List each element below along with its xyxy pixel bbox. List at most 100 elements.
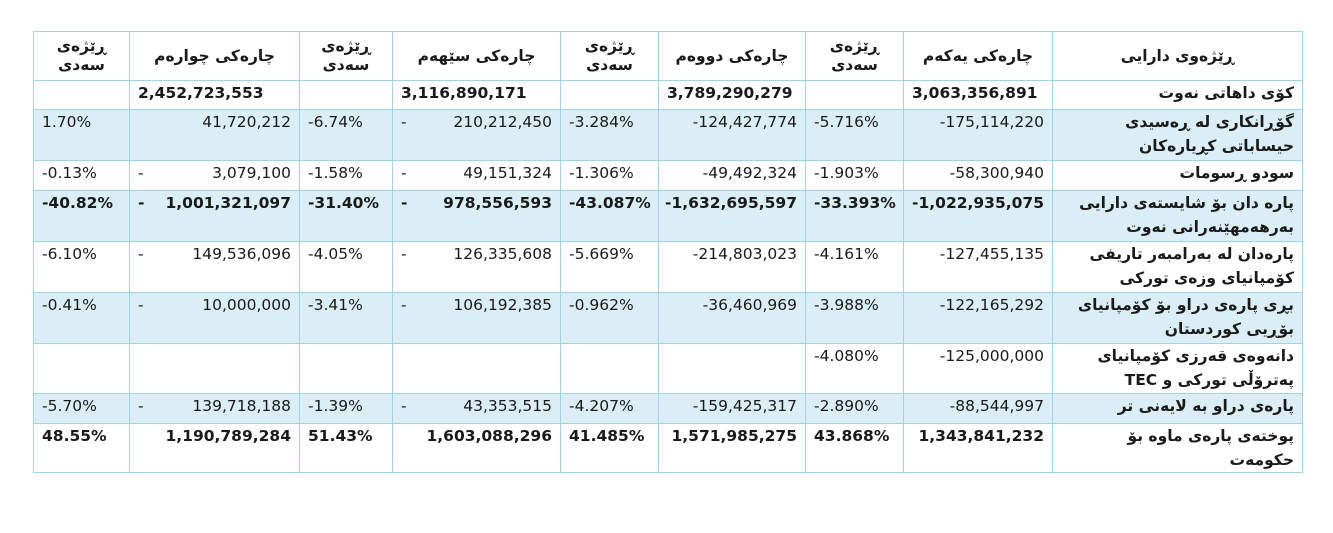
cell-pct-q1: -4.080% bbox=[805, 343, 904, 394]
cell-value: -58,300,940 bbox=[949, 164, 1044, 182]
row-label: سودو ڕسومات bbox=[1052, 160, 1303, 191]
cell-pct-q1: -33.393% bbox=[805, 190, 904, 242]
cell-q2: 1,571,985,275 bbox=[658, 423, 806, 473]
cell-q3 bbox=[392, 343, 561, 394]
cell-q1: 3,063,356,891 bbox=[903, 80, 1053, 110]
cell-pct-q3: -1.39% bbox=[299, 393, 393, 424]
row-label: دانەوەی قەرزی کۆمپانیای پەترۆڵی تورکی و … bbox=[1052, 343, 1303, 394]
cell-q3: 1,603,088,296 bbox=[392, 423, 561, 473]
cell-value: 978,556,593 bbox=[443, 194, 552, 212]
cell-q2: -124,427,774 bbox=[658, 109, 806, 161]
cell-pct-q4: -0.41% bbox=[33, 292, 130, 344]
cell-q3: - 210,212,450 bbox=[392, 109, 561, 161]
cell-q3: 3,116,890,171 bbox=[392, 80, 561, 110]
header-q3: چارەکی سێهەم bbox=[392, 31, 561, 81]
cell-pct-q2 bbox=[560, 80, 659, 110]
cell-dash: - bbox=[401, 194, 408, 212]
cell-value: -36,460,969 bbox=[702, 296, 797, 314]
cell-pct-q4: 48.55% bbox=[33, 423, 130, 473]
header-pct-q4: ڕێژەی سەدی bbox=[33, 31, 130, 81]
cell-q1: 1,343,841,232 bbox=[903, 423, 1053, 473]
cell-value: -122,165,292 bbox=[939, 296, 1044, 314]
cell-dash: - bbox=[138, 164, 144, 182]
cell-dash: - bbox=[138, 245, 144, 263]
cell-q4: 1,190,789,284 bbox=[129, 423, 300, 473]
cell-q4: - 149,536,096 bbox=[129, 241, 300, 293]
cell-value: -175,114,220 bbox=[939, 113, 1044, 131]
cell-value: -159,425,317 bbox=[692, 397, 797, 415]
cell-value: 1,343,841,232 bbox=[918, 427, 1044, 445]
cell-q3: - 43,353,515 bbox=[392, 393, 561, 424]
cell-dash: - bbox=[138, 194, 145, 212]
cell-pct-q4: -0.13% bbox=[33, 160, 130, 191]
cell-q4: - 1,001,321,097 bbox=[129, 190, 300, 242]
cell-value: 1,603,088,296 bbox=[426, 427, 552, 445]
cell-pct-q4: 1.70% bbox=[33, 109, 130, 161]
cell-q1: -58,300,940 bbox=[903, 160, 1053, 191]
cell-value: 139,718,188 bbox=[192, 397, 291, 415]
cell-value: 126,335,608 bbox=[453, 245, 552, 263]
cell-pct-q1: 43.868% bbox=[805, 423, 904, 473]
cell-q4: - 139,718,188 bbox=[129, 393, 300, 424]
cell-q1: -88,544,997 bbox=[903, 393, 1053, 424]
cell-pct-q3: -6.74% bbox=[299, 109, 393, 161]
cell-q1: -122,165,292 bbox=[903, 292, 1053, 344]
cell-q3: - 106,192,385 bbox=[392, 292, 561, 344]
header-pct-q1: ڕێژەی سەدی bbox=[805, 31, 904, 81]
cell-value: 49,151,324 bbox=[463, 164, 552, 182]
cell-q4: - 3,079,100 bbox=[129, 160, 300, 191]
cell-value: -214,803,023 bbox=[692, 245, 797, 263]
cell-q2: -49,492,324 bbox=[658, 160, 806, 191]
cell-pct-q4 bbox=[33, 343, 130, 394]
table-row: پارە دان بۆ شایستەی دارایی بەرهەمهێنەران… bbox=[33, 190, 1303, 242]
cell-q1: -1,022,935,075 bbox=[903, 190, 1053, 242]
cell-q3: - 126,335,608 bbox=[392, 241, 561, 293]
cell-q1: -125,000,000 bbox=[903, 343, 1053, 394]
row-label: بڕی پارەی دراو بۆ کۆمپانیای بۆڕیی کوردست… bbox=[1052, 292, 1303, 344]
table-row: کۆی داهاتی نەوت 3,063,356,891 3,789,290,… bbox=[33, 80, 1303, 110]
row-label: پوختەی پارەی ماوە بۆ حکومەت bbox=[1052, 423, 1303, 473]
cell-pct-q4: -5.70% bbox=[33, 393, 130, 424]
row-label: گۆڕانکاری لە ڕەسیدی حیساباتی کڕیارەکان bbox=[1052, 109, 1303, 161]
cell-q2: -214,803,023 bbox=[658, 241, 806, 293]
cell-q4 bbox=[129, 343, 300, 394]
table-row: بڕی پارەی دراو بۆ کۆمپانیای بۆڕیی کوردست… bbox=[33, 292, 1303, 344]
cell-q3: - 978,556,593 bbox=[392, 190, 561, 242]
cell-value: -1,022,935,075 bbox=[912, 194, 1044, 212]
cell-pct-q3: -31.40% bbox=[299, 190, 393, 242]
cell-pct-q3: -1.58% bbox=[299, 160, 393, 191]
header-q1: چارەکی یەکەم bbox=[903, 31, 1053, 81]
header-pct-q3: ڕێژەی سەدی bbox=[299, 31, 393, 81]
cell-pct-q1: -2.890% bbox=[805, 393, 904, 424]
cell-pct-q1 bbox=[805, 80, 904, 110]
cell-dash: - bbox=[138, 397, 144, 415]
cell-pct-q2: -4.207% bbox=[560, 393, 659, 424]
cell-dash: - bbox=[401, 397, 407, 415]
cell-pct-q2 bbox=[560, 343, 659, 394]
cell-value: -1,632,695,597 bbox=[665, 194, 797, 212]
cell-value: -125,000,000 bbox=[939, 347, 1044, 365]
oil-revenue-table: ڕێژەوی دارایی چارەکی یەکەم ڕێژەی سەدی چا… bbox=[33, 31, 1303, 473]
cell-pct-q4: -6.10% bbox=[33, 241, 130, 293]
cell-pct-q3 bbox=[299, 80, 393, 110]
header-category: ڕێژەوی دارایی bbox=[1052, 31, 1303, 81]
cell-value: 1,190,789,284 bbox=[165, 427, 291, 445]
financial-table-container: ڕێژەوی دارایی چارەکی یەکەم ڕێژەی سەدی چا… bbox=[33, 31, 1303, 473]
cell-pct-q4: -40.82% bbox=[33, 190, 130, 242]
row-label: کۆی داهاتی نەوت bbox=[1052, 80, 1303, 110]
cell-value: 1,571,985,275 bbox=[671, 427, 797, 445]
cell-value: 106,192,385 bbox=[453, 296, 552, 314]
cell-q2: -159,425,317 bbox=[658, 393, 806, 424]
cell-value: 210,212,450 bbox=[453, 113, 552, 131]
cell-pct-q2: -5.669% bbox=[560, 241, 659, 293]
cell-q2: 3,789,290,279 bbox=[658, 80, 806, 110]
cell-q2: -1,632,695,597 bbox=[658, 190, 806, 242]
cell-pct-q2: 41.485% bbox=[560, 423, 659, 473]
cell-q4: 41,720,212 bbox=[129, 109, 300, 161]
cell-dash: - bbox=[138, 296, 144, 314]
cell-q1: -127,455,135 bbox=[903, 241, 1053, 293]
cell-q4: - 10,000,000 bbox=[129, 292, 300, 344]
cell-dash: - bbox=[401, 113, 407, 131]
header-q4: چارەکی چوارەم bbox=[129, 31, 300, 81]
table-row: پارەی دراو بە لایەنی تر -88,544,997 -2.8… bbox=[33, 393, 1303, 424]
